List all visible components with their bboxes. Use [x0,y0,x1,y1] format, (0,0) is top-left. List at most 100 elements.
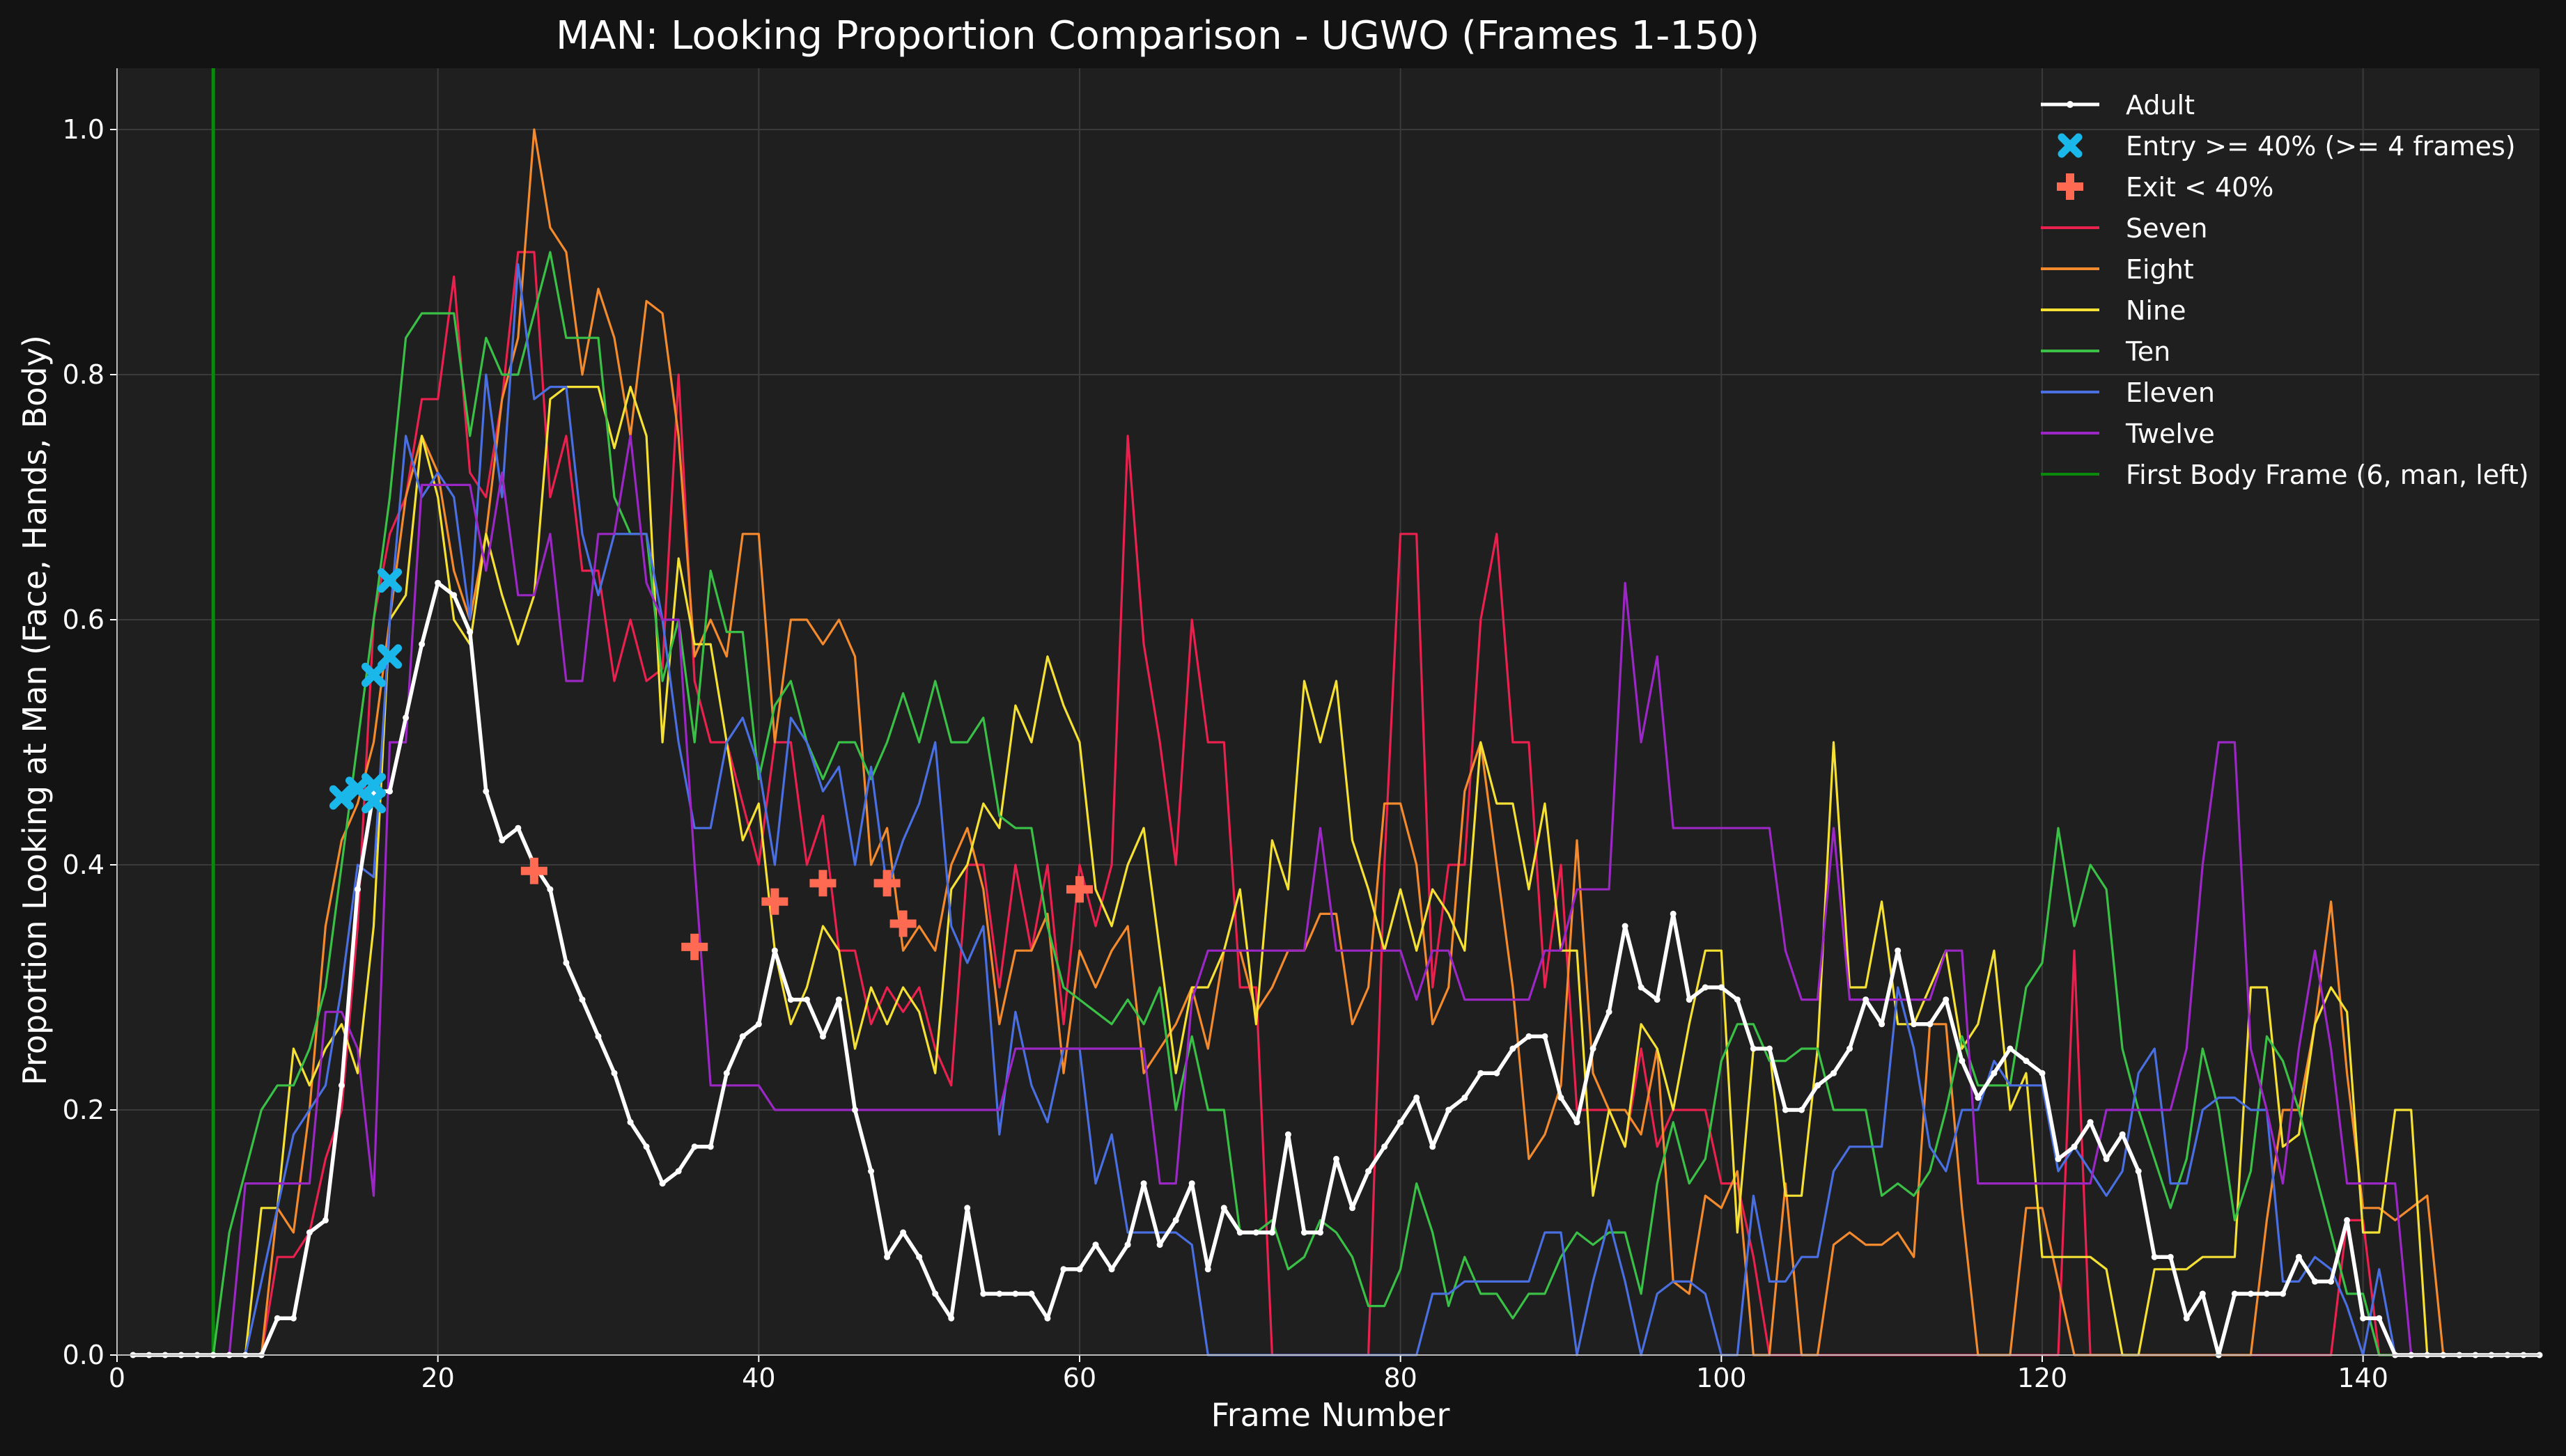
grid [116,68,2540,1356]
adult-point [1140,1180,1147,1187]
adult-point [948,1315,955,1322]
y-tick-label: 0.6 [63,604,104,635]
adult-point [659,1180,666,1187]
adult-point [1622,923,1628,930]
y-tick-label: 0.4 [63,850,104,880]
legend-item: Exit < 40% [2057,172,2273,203]
chart-title: MAN: Looking Proportion Comparison - UGW… [556,13,1759,58]
adult-point [1188,1180,1195,1187]
adult-point [2279,1290,2286,1297]
legend-label: Exit < 40% [2126,172,2273,203]
adult-point [1204,1266,1211,1273]
adult-point [2296,1253,2303,1260]
adult-point [771,947,778,954]
x-tick-label: 0 [109,1363,125,1393]
legend-label: Seven [2126,213,2207,244]
adult-point [884,1253,891,1260]
adult-point [1654,996,1661,1003]
adult-point [2055,1155,2062,1162]
adult-point [787,996,794,1003]
adult-point [290,1315,297,1322]
legend-item: Adult [2041,90,2195,120]
legend-item: Entry >= 40% (>= 4 frames) [2058,131,2516,162]
adult-point [1108,1266,1115,1273]
adult-point [1365,1168,1372,1175]
entry-marker [378,568,403,593]
adult-point [723,1070,730,1077]
adult-point [1557,1094,1564,1101]
entry-marker [329,785,354,810]
legend-item: Nine [2041,295,2186,326]
adult-point [2071,1143,2078,1150]
legend-label: Nine [2126,295,2186,326]
legend-item: Seven [2041,213,2207,244]
legend-label: First Body Frame (6, man, left) [2126,460,2529,490]
legend: Adult Entry >= 40% (>= 4 frames) Exit < 40… [2041,90,2529,490]
adult-point [403,714,410,721]
adult-point [739,1033,746,1040]
adult-point [306,1229,313,1236]
adult-point [996,1290,1003,1297]
adult-point [2231,1290,2238,1297]
adult-point [1156,1242,1163,1248]
adult-point [2167,1253,2174,1260]
adult-point [1092,1242,1099,1248]
adult-point [707,1143,714,1150]
adult-point [1284,1131,1291,1138]
adult-point [900,1229,907,1236]
adult-point [1381,1143,1388,1150]
adult-point [1975,1094,1982,1101]
adult-point [1991,1070,1998,1077]
adult-point [595,1033,602,1040]
adult-point [387,788,394,794]
adult-point [1300,1229,1307,1236]
adult-point [1814,1082,1821,1089]
adult-point [1879,1021,1885,1028]
axes: 0 20 40 60 80 100 120 140 0.0 0.2 0.4 0.6 0.8 1.0 [63,68,2540,1393]
y-tick-label: 0.0 [63,1340,104,1370]
adult-point [932,1290,939,1297]
adult-point [2103,1155,2110,1162]
legend-label: Entry >= 40% (>= 4 frames) [2126,131,2516,162]
adult-point [1605,1008,1612,1015]
legend-label: Eleven [2126,377,2215,408]
adult-point [563,960,570,966]
adult-point [1766,1045,1773,1052]
adult-point [1846,1045,1853,1052]
x-tick-label: 140 [2338,1363,2388,1393]
adult-point [499,837,506,844]
series-line-nine [133,386,2540,1356]
adult-point [1349,1205,1356,1212]
x-tick-label: 40 [742,1363,775,1393]
adult-point [1413,1094,1420,1101]
exit-marker [761,888,788,915]
adult-point [515,824,522,831]
adult-point [675,1168,682,1175]
y-axis-label: Proportion Looking at Man (Face, Hands, … [16,335,54,1086]
exit-marker [681,933,708,960]
adult-point [916,1253,923,1260]
adult-point [1863,996,1869,1003]
adult-point [1044,1315,1051,1322]
adult-point [1493,1070,1500,1077]
adult-point [1397,1119,1404,1126]
legend-item: Eleven [2041,377,2215,408]
adult-point [691,1143,698,1150]
adult-point [1927,1021,1934,1028]
adult-point [435,579,442,586]
adult-point [1076,1266,1083,1273]
adult-point [2023,1058,2030,1065]
legend-swatch [2058,133,2083,158]
adult-point [1573,1119,1580,1126]
exit-marker [809,870,837,897]
adult-point [1124,1242,1131,1248]
y-tick-label: 0.2 [63,1095,104,1125]
adult-point [1589,1045,1596,1052]
adult-point [419,641,426,648]
adult-point [2087,1119,2094,1126]
legend-item: First Body Frame (6, man, left) [2041,460,2529,490]
adult-point [1236,1229,1243,1236]
legend-label: Twelve [2125,418,2215,449]
marker-layer [329,568,1093,960]
adult-point [2312,1278,2319,1285]
